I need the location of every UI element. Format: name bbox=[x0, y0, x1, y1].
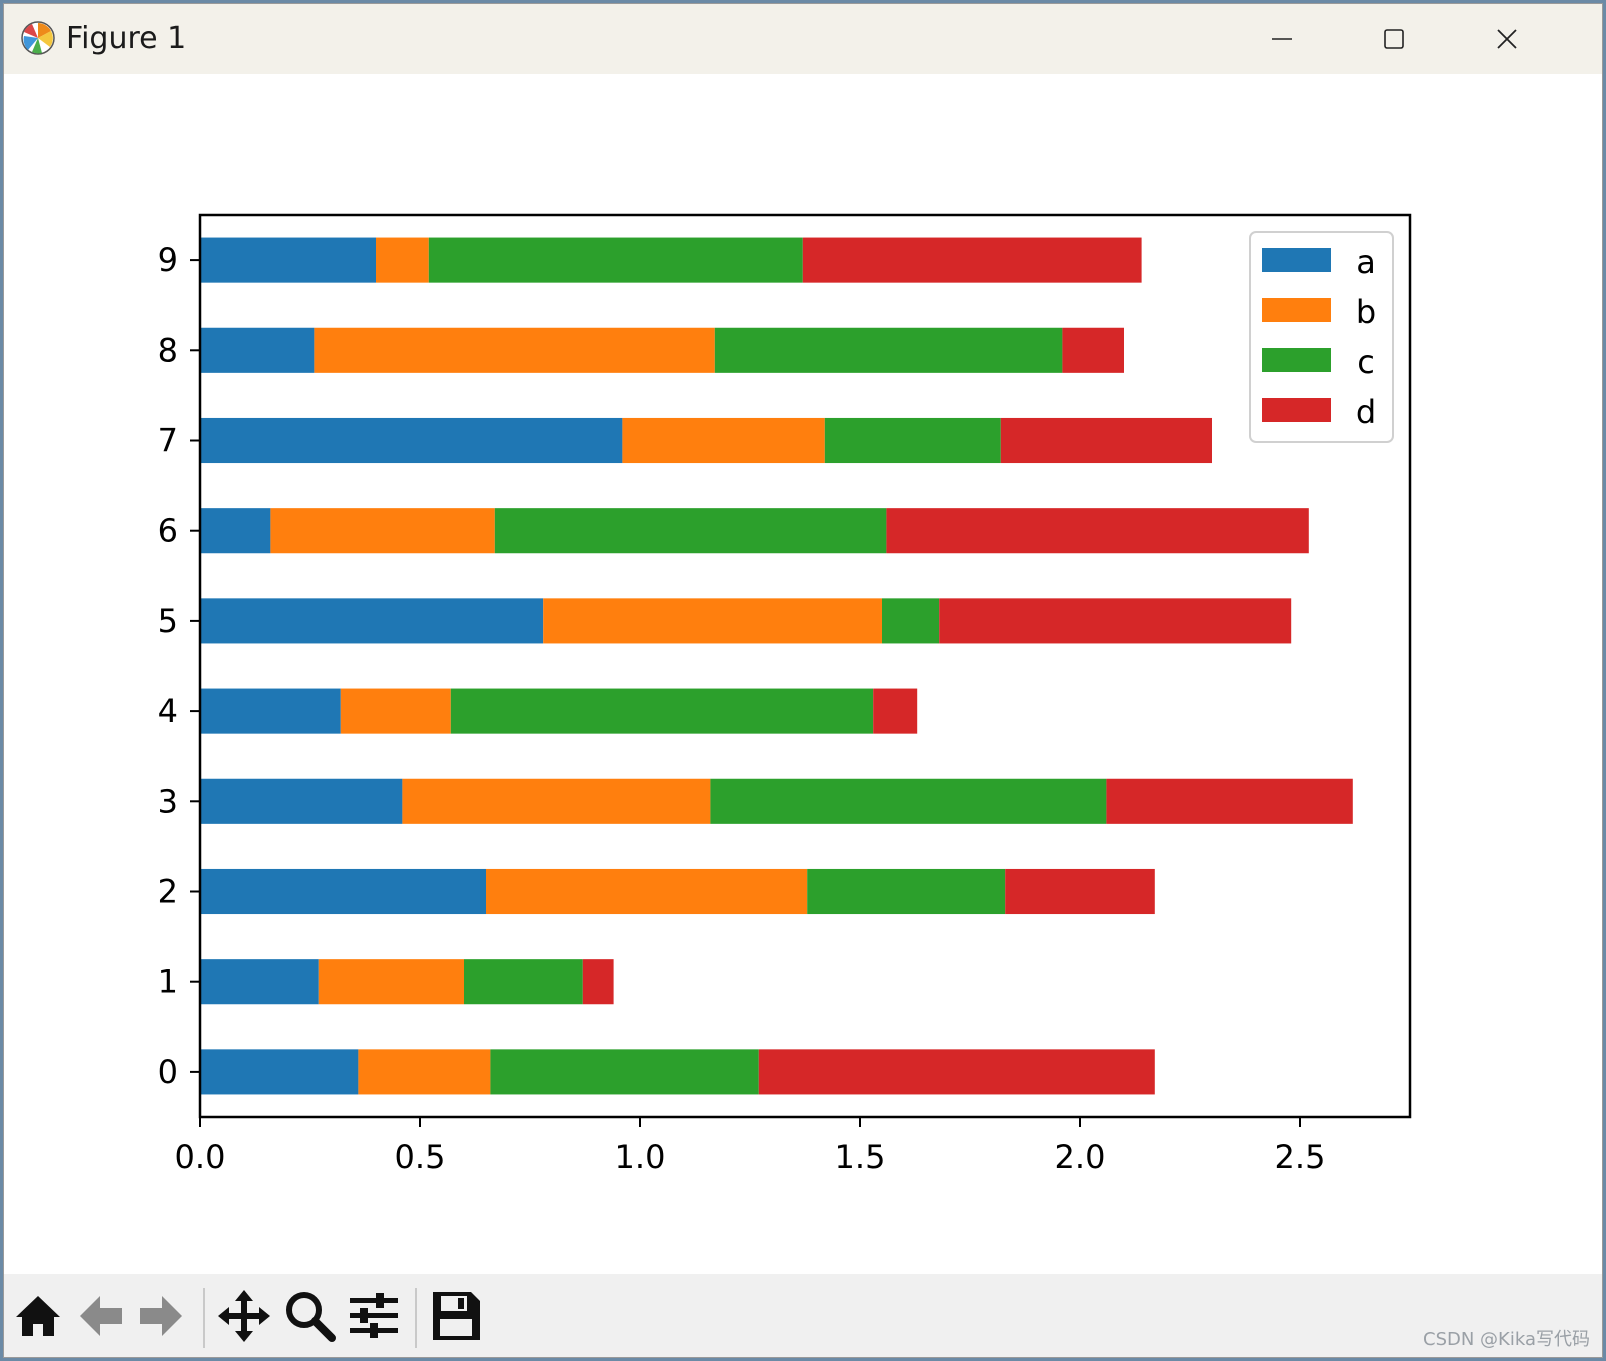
y-tick-label: 2 bbox=[158, 873, 178, 911]
close-icon bbox=[1497, 29, 1517, 49]
axes-frame bbox=[198, 213, 1412, 1119]
bar-a-4 bbox=[200, 688, 341, 734]
bar-c-8 bbox=[714, 327, 1063, 373]
legend-swatch-d bbox=[1262, 398, 1331, 422]
bar-c-6 bbox=[494, 508, 887, 554]
forward-button[interactable] bbox=[134, 1288, 190, 1344]
bar-a-8 bbox=[200, 327, 315, 373]
bar-d-6 bbox=[886, 508, 1309, 554]
x-tick-label: 0.5 bbox=[395, 1138, 446, 1176]
y-tick-label: 4 bbox=[158, 692, 178, 730]
bar-c-1 bbox=[464, 959, 583, 1005]
bar-b-4 bbox=[340, 688, 451, 734]
back-arrow-icon bbox=[80, 1296, 122, 1336]
bar-d-9 bbox=[802, 237, 1142, 283]
bar-b-2 bbox=[486, 868, 808, 915]
bar-b-1 bbox=[318, 959, 464, 1005]
y-tick-label: 7 bbox=[158, 422, 178, 460]
watermark-text: CSDN @Kika写代码 bbox=[1423, 1329, 1590, 1350]
bar-a-6 bbox=[200, 508, 271, 554]
zoom-button[interactable] bbox=[282, 1288, 338, 1344]
legend-swatch-a bbox=[1262, 248, 1331, 272]
navigation-toolbar: CSDN @Kika写代码 bbox=[4, 1274, 1602, 1357]
bar-b-0 bbox=[358, 1049, 491, 1095]
x-tick-label: 2.5 bbox=[1275, 1138, 1326, 1176]
legend-label-d: d bbox=[1356, 393, 1376, 431]
bar-b-6 bbox=[270, 508, 495, 554]
x-tick-label: 1.0 bbox=[615, 1138, 666, 1176]
back-button[interactable] bbox=[72, 1288, 128, 1344]
bar-a-2 bbox=[200, 868, 486, 915]
save-floppy-icon bbox=[433, 1292, 480, 1340]
y-tick-label: 5 bbox=[158, 602, 178, 640]
figure-window: Figure 1 0 1 2 3 4 5 6 7 8 9 0.0 0.5 1.0 1.5 2.0 2.5 a b c… bbox=[3, 3, 1603, 1358]
bar-d-5 bbox=[939, 598, 1292, 644]
legend-box bbox=[1249, 231, 1394, 443]
home-button[interactable] bbox=[10, 1288, 66, 1344]
title-bar[interactable]: Figure 1 bbox=[4, 4, 1602, 74]
x-tick-label: 0.0 bbox=[175, 1138, 226, 1176]
y-tick-label: 8 bbox=[158, 331, 178, 369]
configure-subplots-button[interactable] bbox=[346, 1288, 402, 1344]
bar-d-1 bbox=[582, 959, 614, 1005]
toolbar-separator bbox=[415, 1288, 417, 1348]
bar-c-3 bbox=[710, 778, 1107, 824]
legend-swatch-b bbox=[1262, 298, 1331, 322]
configure-subplots-icon bbox=[350, 1293, 398, 1338]
bar-b-7 bbox=[622, 417, 825, 464]
bar-d-0 bbox=[758, 1049, 1155, 1095]
pan-move-icon bbox=[218, 1290, 270, 1342]
y-tick-label: 6 bbox=[158, 512, 178, 550]
bar-d-7 bbox=[1000, 417, 1212, 464]
matplotlib-logo-icon bbox=[21, 21, 55, 55]
bar-a-7 bbox=[200, 417, 623, 464]
x-tick-label: 1.5 bbox=[835, 1138, 886, 1176]
bar-c-2 bbox=[807, 868, 1006, 915]
bar-c-5 bbox=[882, 598, 940, 644]
bar-d-3 bbox=[1106, 778, 1353, 824]
bar-b-9 bbox=[376, 237, 429, 283]
pan-button[interactable] bbox=[216, 1288, 272, 1344]
bar-d-8 bbox=[1062, 327, 1124, 373]
bar-a-1 bbox=[200, 959, 319, 1005]
y-tick-label: 3 bbox=[158, 782, 178, 820]
bar-b-8 bbox=[314, 327, 715, 373]
bar-a-3 bbox=[200, 778, 403, 824]
home-icon bbox=[16, 1296, 60, 1336]
y-tick-label: 0 bbox=[158, 1053, 178, 1091]
window-title: Figure 1 bbox=[66, 21, 187, 56]
y-tick-label: 1 bbox=[158, 963, 178, 1001]
bar-c-0 bbox=[490, 1049, 759, 1095]
toolbar-separator bbox=[203, 1288, 205, 1348]
minimize-button[interactable] bbox=[1247, 12, 1317, 66]
bar-b-3 bbox=[402, 778, 711, 824]
maximize-icon bbox=[1384, 29, 1404, 49]
close-button[interactable] bbox=[1472, 12, 1542, 66]
bar-c-9 bbox=[428, 237, 803, 283]
bar-c-7 bbox=[824, 417, 1001, 464]
zoom-magnifier-icon bbox=[286, 1292, 336, 1342]
x-tick-label: 2.0 bbox=[1055, 1138, 1106, 1176]
forward-arrow-icon bbox=[140, 1296, 182, 1336]
bar-a-5 bbox=[200, 598, 544, 644]
save-button[interactable] bbox=[428, 1288, 484, 1344]
y-tick-label: 9 bbox=[158, 241, 178, 279]
figure-canvas[interactable]: 0 1 2 3 4 5 6 7 8 9 0.0 0.5 1.0 1.5 2.0 2.5 a b c d bbox=[4, 74, 1602, 1274]
bar-d-4 bbox=[873, 688, 918, 734]
bar-c-4 bbox=[450, 688, 874, 734]
bar-a-9 bbox=[200, 237, 376, 283]
bar-a-0 bbox=[200, 1049, 359, 1095]
maximize-button[interactable] bbox=[1359, 12, 1429, 66]
legend-label-a: a bbox=[1356, 243, 1376, 281]
bar-d-2 bbox=[1005, 868, 1155, 915]
bar-b-5 bbox=[543, 598, 882, 644]
legend-label-b: b bbox=[1356, 293, 1376, 331]
legend-label-c: c bbox=[1357, 343, 1375, 381]
minimize-icon bbox=[1272, 38, 1292, 40]
legend-swatch-c bbox=[1262, 348, 1331, 372]
